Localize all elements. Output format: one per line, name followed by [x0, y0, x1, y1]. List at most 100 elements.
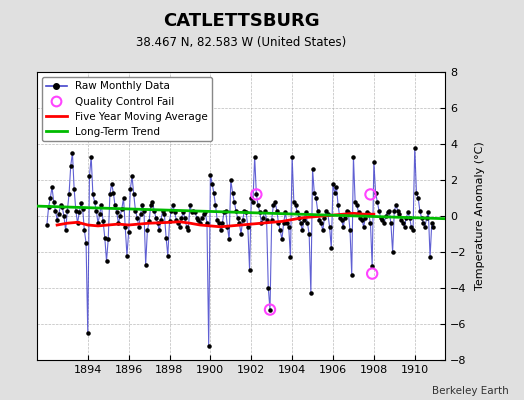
- Point: [404, 209, 412, 216]
- Point: [99, 218, 107, 225]
- Point: [220, 209, 228, 216]
- Point: [57, 202, 65, 208]
- Point: [334, 202, 342, 208]
- Point: [279, 220, 288, 226]
- Point: [353, 202, 361, 208]
- Point: [327, 245, 335, 252]
- Point: [252, 191, 260, 198]
- Point: [376, 214, 385, 221]
- Point: [114, 220, 123, 226]
- Point: [131, 207, 139, 214]
- Point: [247, 195, 256, 201]
- Point: [225, 236, 233, 242]
- Point: [419, 220, 428, 226]
- Point: [43, 222, 51, 228]
- Point: [87, 153, 95, 160]
- Point: [402, 214, 410, 221]
- Point: [148, 198, 157, 205]
- Point: [201, 209, 210, 216]
- Point: [203, 220, 211, 226]
- Point: [106, 191, 114, 198]
- Point: [213, 216, 221, 223]
- Point: [276, 227, 285, 234]
- Point: [172, 216, 180, 223]
- Point: [384, 209, 392, 216]
- Point: [264, 285, 272, 291]
- Point: [293, 209, 301, 216]
- Point: [359, 224, 368, 230]
- Point: [302, 209, 310, 216]
- Point: [337, 216, 346, 223]
- Point: [116, 213, 124, 219]
- Point: [375, 207, 383, 214]
- Point: [136, 211, 145, 218]
- Point: [429, 224, 438, 230]
- Point: [46, 195, 54, 201]
- Point: [366, 191, 375, 198]
- Point: [157, 216, 165, 223]
- Point: [163, 252, 172, 259]
- Point: [324, 211, 332, 218]
- Point: [135, 224, 143, 230]
- Point: [310, 189, 319, 196]
- Legend: Raw Monthly Data, Quality Control Fail, Five Year Moving Average, Long-Term Tren: Raw Monthly Data, Quality Control Fail, …: [42, 77, 212, 141]
- Point: [250, 153, 259, 160]
- Point: [266, 306, 274, 313]
- Point: [92, 207, 101, 214]
- Point: [191, 209, 199, 216]
- Point: [303, 220, 312, 226]
- Point: [227, 177, 235, 183]
- Point: [75, 209, 83, 216]
- Point: [206, 171, 215, 178]
- Point: [421, 224, 429, 230]
- Point: [182, 224, 191, 230]
- Point: [365, 211, 373, 218]
- Point: [238, 216, 247, 223]
- Point: [300, 216, 308, 223]
- Point: [298, 227, 307, 234]
- Point: [107, 180, 116, 187]
- Point: [346, 227, 354, 234]
- Point: [198, 214, 206, 221]
- Point: [387, 220, 395, 226]
- Text: 38.467 N, 82.583 W (United States): 38.467 N, 82.583 W (United States): [136, 36, 346, 49]
- Point: [113, 209, 121, 216]
- Point: [70, 186, 78, 192]
- Point: [89, 191, 97, 198]
- Point: [79, 206, 87, 212]
- Point: [65, 191, 73, 198]
- Point: [278, 236, 286, 242]
- Point: [414, 195, 422, 201]
- Point: [313, 207, 322, 214]
- Point: [271, 198, 279, 205]
- Point: [82, 240, 90, 246]
- Point: [332, 184, 341, 190]
- Point: [257, 220, 266, 226]
- Point: [147, 202, 155, 208]
- Point: [216, 227, 225, 234]
- Point: [143, 227, 151, 234]
- Point: [294, 214, 303, 221]
- Point: [119, 195, 128, 201]
- Point: [290, 198, 298, 205]
- Point: [210, 189, 218, 196]
- Point: [320, 214, 329, 221]
- Point: [245, 267, 254, 273]
- Point: [53, 216, 61, 223]
- Point: [309, 166, 317, 172]
- Point: [322, 207, 331, 214]
- Point: [358, 216, 366, 223]
- Point: [72, 207, 80, 214]
- Point: [118, 206, 126, 212]
- Point: [392, 202, 400, 208]
- Point: [259, 214, 267, 221]
- Point: [317, 220, 325, 226]
- Point: [189, 207, 198, 214]
- Point: [422, 214, 431, 221]
- Point: [272, 207, 281, 214]
- Point: [417, 214, 425, 221]
- Point: [428, 220, 436, 226]
- Point: [141, 262, 150, 268]
- Point: [281, 209, 290, 216]
- Point: [385, 207, 394, 214]
